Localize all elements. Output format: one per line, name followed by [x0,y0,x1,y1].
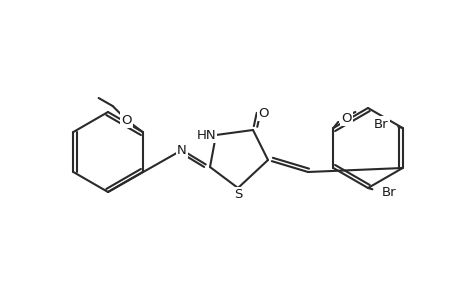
Text: HN: HN [196,128,216,142]
Text: Br: Br [373,118,388,130]
Text: N: N [177,143,186,157]
Text: Br: Br [381,185,396,199]
Text: O: O [341,112,351,124]
Text: O: O [257,107,268,120]
Text: S: S [233,188,241,201]
Text: O: O [121,113,132,127]
